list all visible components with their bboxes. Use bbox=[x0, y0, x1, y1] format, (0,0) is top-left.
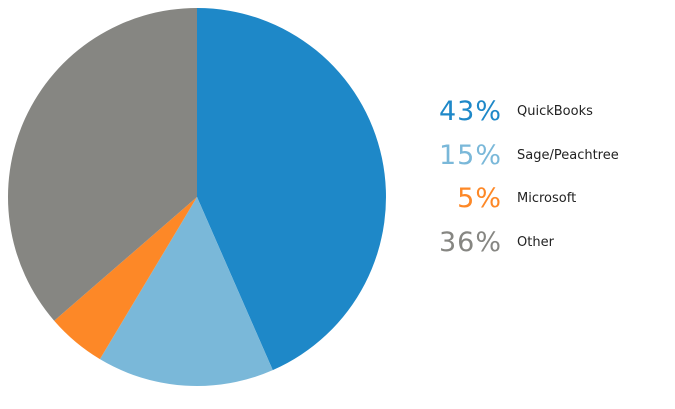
pie-slice-microsoft bbox=[54, 197, 197, 360]
legend-value-microsoft: 5% bbox=[457, 183, 502, 214]
pie-slice-quickbooks bbox=[197, 8, 386, 371]
legend-item-other: 36% Other bbox=[420, 223, 670, 267]
legend-label-microsoft: Microsoft bbox=[517, 191, 577, 206]
pie-slice-other bbox=[7, 7, 198, 321]
legend-item-quickbooks: 43% QuickBooks bbox=[420, 92, 670, 136]
legend-label-other: Other bbox=[517, 234, 554, 250]
legend-item-sage-peachtree: 15% Sage/Peachtree bbox=[420, 136, 670, 180]
legend-value-quickbooks: 43% bbox=[438, 96, 502, 127]
legend-label-sage-peachtree: Sage/Peachtree bbox=[517, 147, 619, 163]
legend-value-sage-peachtree: 15% bbox=[438, 139, 502, 171]
chart-legend: 43% QuickBooks 15% Sage/Peachtree 5% Mic… bbox=[420, 92, 670, 266]
legend-label-quickbooks: QuickBooks bbox=[517, 104, 593, 119]
pie-slice-sage-peachtree bbox=[99, 197, 273, 387]
pie-slices bbox=[7, 7, 386, 387]
legend-item-microsoft: 5% Microsoft bbox=[420, 179, 670, 223]
legend-value-other: 36% bbox=[438, 226, 502, 258]
